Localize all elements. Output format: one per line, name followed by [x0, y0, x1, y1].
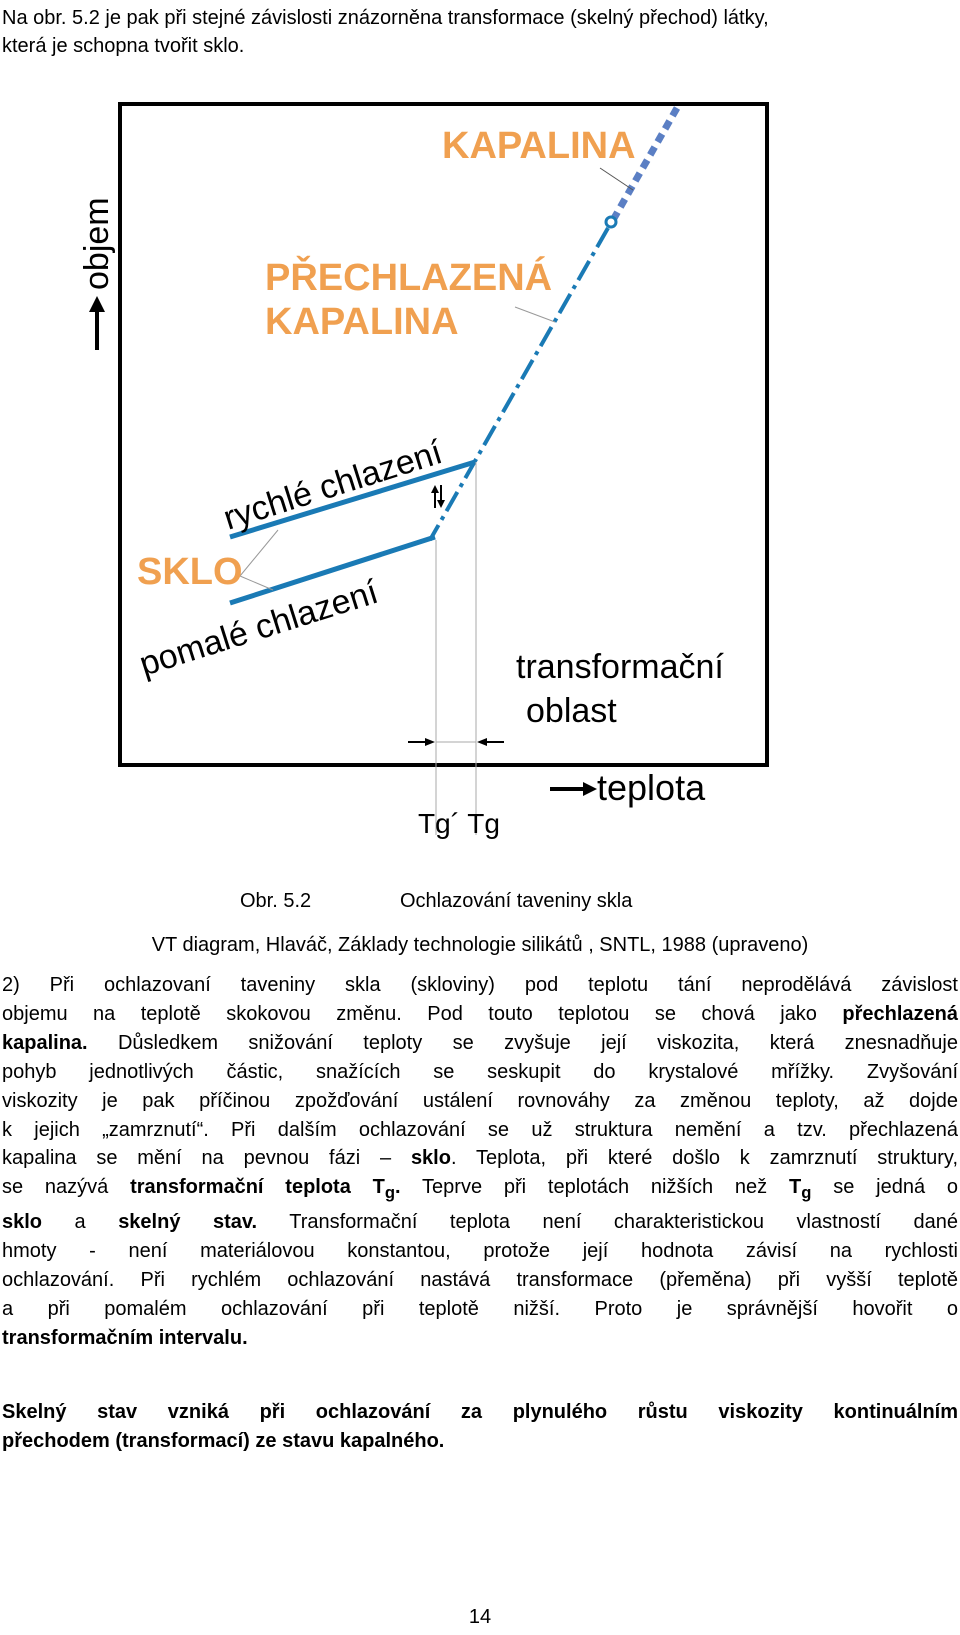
para-text-9b: a — [42, 1211, 119, 1234]
para-line-3: kapalina. Důsledkem snižování teploty se… — [2, 1029, 958, 1058]
para-bold-sklo: sklo — [410, 1147, 451, 1170]
label-oblast: oblast — [526, 692, 617, 730]
para-text-1: 2) Při ochlazovaní taveniny skla (sklovi… — [2, 974, 958, 996]
para-text-7a: kapalina se mění na pevnou fázi – — [2, 1147, 411, 1170]
para-text-10: hmoty - není materiálovou konstantou, pr… — [2, 1240, 958, 1263]
label-kapalina: KAPALINA — [442, 125, 636, 167]
label-sklo: SKLO — [137, 551, 243, 593]
interval-arrowhead-left — [425, 738, 435, 746]
para-bold-tg-text: transformační teplota T — [130, 1176, 385, 1199]
intro-text: Na obr. 5.2 je pak při stejné závislosti… — [2, 4, 952, 60]
para-bold-kapalina: kapalina. — [2, 1031, 88, 1054]
liquid-line — [609, 106, 681, 222]
caption-number: Obr. 5.2 — [240, 890, 312, 912]
para-bold-tg-sub: g — [384, 1183, 396, 1203]
para-bold-sklo-2: sklo — [2, 1211, 43, 1234]
summary-line-2: přechodem (transformací) ze stavu kapaln… — [2, 1430, 445, 1452]
label-tg: Tg´ Tg — [418, 808, 500, 839]
caption-source: VT diagram, Hlaváč, Základy technologie … — [151, 934, 809, 956]
prechlazena-leader — [514, 306, 556, 323]
supercooled-liquid-line — [428, 227, 610, 541]
label-transformacni: transformační — [516, 648, 724, 686]
para-line-9: sklo a skelný stav. Transformační teplot… — [2, 1208, 958, 1237]
label-prechlazena-2: KAPALINA — [265, 301, 459, 343]
para-text-8a: se nazývá — [2, 1176, 131, 1199]
para-line-11: ochlazování. Při rychlém ochlazování nas… — [2, 1266, 958, 1295]
para-bold-tg-dot: . — [395, 1176, 401, 1199]
x-axis-label: teplota — [597, 767, 706, 808]
shift-arrowhead-up — [431, 485, 439, 493]
para-line-4: pohyb jednotlivých částic, snažících se … — [2, 1058, 958, 1087]
shift-arrowhead-down — [437, 500, 445, 508]
para-bold-tg-2: Tg — [789, 1176, 811, 1202]
para-line-2: objemu na teplotě skokovou změnu. Pod to… — [2, 1000, 958, 1029]
vt-diagram-svg: objem teplota KAPALINA PŘECHLAZEN — [80, 102, 769, 839]
sklo-leader-2 — [239, 575, 274, 591]
para-text-5: viskozity je pak příčinou zpožďování ust… — [2, 1089, 958, 1112]
para-text-8d: Teprve při teplotách nižších než — [400, 1176, 789, 1199]
para-text-12: a při pomalém ochlazování při teplotě ni… — [2, 1297, 958, 1320]
label-prechlazena-1: PŘECHLAZENÁ — [265, 255, 552, 299]
y-axis-arrowhead — [89, 296, 105, 312]
diagram-frame — [118, 102, 769, 767]
para-line-10: hmoty - není materiálovou konstantou, pr… — [2, 1237, 958, 1266]
summary-text: Skelný stav vzniká při ochlazování za pl… — [2, 1398, 958, 1456]
page-number: 14 — [468, 1606, 492, 1628]
intro-line-2: která je schopna tvořit sklo. — [2, 35, 245, 57]
para-bold-tg2-text: T — [789, 1176, 802, 1199]
label-rychle-chlazeni: rychlé chlazení — [219, 433, 447, 538]
para-line-13: transformačním intervalu. — [2, 1324, 958, 1353]
para-text-11: ochlazování. Při rychlém ochlazování nas… — [2, 1269, 958, 1292]
para-text-6: k jejich „zamrznutí“. Při dalším ochlazo… — [2, 1118, 958, 1141]
para-line-8: se nazývá transformační teplota Tg. Tepr… — [2, 1173, 958, 1208]
caption-title: Ochlazování taveniny skla — [400, 890, 633, 912]
para-text-2a: objemu na teplotě skokovou změnu. Pod to… — [2, 1002, 843, 1025]
fast-cooling-line — [229, 459, 476, 540]
para-text-7c: . Teplota, při které došlo k zamrznutí s… — [450, 1147, 959, 1170]
para-bold-tg2-sub: g — [801, 1183, 812, 1203]
para-line-7: kapalina se mění na pevnou fázi – sklo. … — [2, 1144, 958, 1173]
para-text-9d: Transformační teplota není charakteristi… — [257, 1211, 958, 1234]
para-line-1: 2) Při ochlazovaní taveniny skla (sklovi… — [2, 971, 958, 1000]
main-paragraph: 2) Při ochlazovaní taveniny skla (sklovi… — [2, 971, 958, 1353]
x-axis-arrowhead — [583, 782, 597, 796]
y-axis-label: objem — [80, 197, 116, 290]
para-text-3b: Důsledkem snižování teploty se zvyšuje j… — [87, 1031, 958, 1054]
slow-cooling-line — [229, 534, 436, 606]
vt-diagram: objem teplota KAPALINA PŘECHLAZEN — [80, 100, 800, 880]
summary-line-1: Skelný stav vzniká při ochlazování za pl… — [2, 1401, 958, 1423]
intro-line-1: Na obr. 5.2 je pak při stejné závislosti… — [2, 7, 769, 29]
sklo-leader-1 — [239, 529, 279, 577]
para-line-6: k jejich „zamrznutí“. Při dalším ochlazo… — [2, 1116, 958, 1145]
para-bold-prechlazena: přechlazená — [842, 1002, 958, 1025]
para-bold-tg: transformační teplota Tg. — [130, 1176, 401, 1202]
para-line-12: a při pomalém ochlazování při teplotě ni… — [2, 1295, 958, 1324]
interval-arrowhead-right — [477, 738, 487, 746]
para-bold-interval: transformačním intervalu. — [2, 1326, 248, 1349]
para-text-8f: se jedná o — [811, 1176, 958, 1199]
kapalina-leader — [599, 167, 634, 191]
para-line-5: viskozity je pak příčinou zpožďování ust… — [2, 1087, 958, 1116]
melting-point-marker — [604, 215, 618, 229]
para-text-4: pohyb jednotlivých částic, snažících se … — [2, 1060, 958, 1083]
para-bold-skelny-stav: skelný stav. — [118, 1211, 258, 1234]
